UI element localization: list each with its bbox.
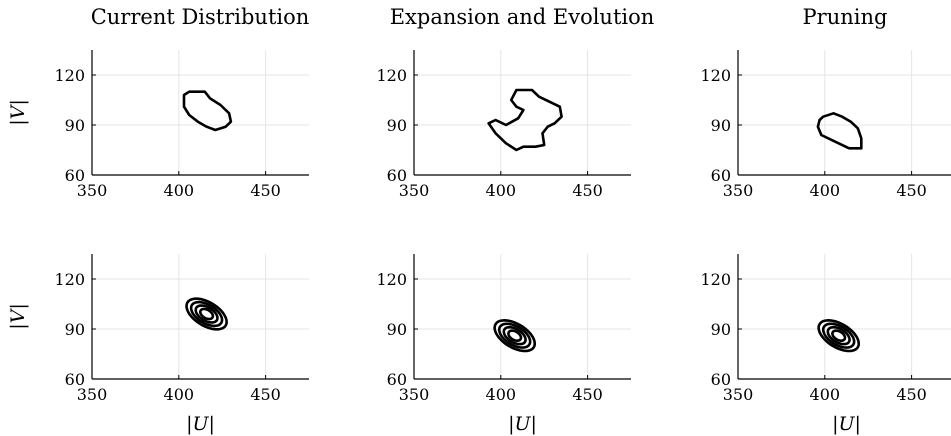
contour-line: [507, 329, 523, 342]
contour-line: [185, 297, 228, 331]
contour-line: [816, 112, 863, 150]
x-tick-label: 350: [77, 385, 108, 404]
x-tick-label: 350: [399, 181, 430, 200]
y-tick-label: 60: [65, 166, 85, 185]
x-tick-label: 400: [810, 385, 841, 404]
contour-line: [831, 329, 847, 342]
x-tick-label: 450: [572, 385, 603, 404]
column-title-2: Expansion and Evolution: [390, 5, 655, 29]
x-tick-label: 400: [164, 385, 195, 404]
y-tick-label: 90: [65, 320, 85, 339]
y-tick-label: 60: [387, 370, 407, 389]
y-tick-label: 120: [54, 270, 85, 289]
panel-row1-col3: 350 400 450 60 90 120: [700, 50, 951, 200]
contour-group: [493, 319, 536, 353]
column-title-1: Current Distribution: [91, 5, 310, 29]
y-axis-label: |V|: [7, 99, 29, 126]
y-tick-label: 60: [65, 370, 85, 389]
y-tick-label: 60: [711, 166, 731, 185]
column-title-3: Pruning: [803, 5, 888, 29]
y-tick-label: 90: [387, 320, 407, 339]
y-tick-label: 120: [54, 66, 85, 85]
contour-line: [817, 319, 860, 353]
y-tick-label: 120: [376, 270, 407, 289]
x-tick-label: 350: [723, 181, 754, 200]
y-tick-label: 120: [700, 270, 731, 289]
x-tick-label: 400: [486, 385, 517, 404]
y-tick-label: 60: [387, 166, 407, 185]
x-tick-label: 450: [896, 385, 927, 404]
y-tick-label: 120: [700, 66, 731, 85]
x-axis-label: |U|: [186, 413, 215, 435]
x-tick-label: 400: [810, 181, 841, 200]
contour-group: [816, 112, 863, 150]
y-tick-label: 120: [376, 66, 407, 85]
contour-line: [821, 322, 856, 349]
y-tick-label: 90: [711, 320, 731, 339]
panel-row1-col1: 350 400 450 60 90 120 |V|: [7, 50, 309, 200]
x-tick-label: 350: [399, 385, 430, 404]
y-tick-label: 90: [387, 116, 407, 135]
contour-line: [182, 90, 233, 132]
contour-line: [189, 300, 224, 328]
contour-line: [502, 325, 527, 346]
x-tick-label: 350: [723, 385, 754, 404]
contour-line: [199, 307, 215, 321]
y-tick-label: 60: [711, 370, 731, 389]
contour-line: [194, 304, 219, 324]
y-tick-label: 90: [65, 116, 85, 135]
x-tick-label: 350: [77, 181, 108, 200]
x-tick-label: 400: [486, 181, 517, 200]
panel-row2-col1: 350 400 450 60 90 120 |U| |V|: [7, 254, 309, 435]
contour-group: [817, 319, 860, 353]
contour-panels: 350 400 450 60 90 120 |V| 350 400 450 60 90 120 350 40…: [7, 50, 951, 435]
contour-group: [182, 90, 233, 132]
x-tick-label: 450: [250, 181, 281, 200]
x-axis-label: |U|: [508, 413, 537, 435]
y-tick-label: 90: [711, 116, 731, 135]
contour-line: [826, 325, 851, 346]
x-tick-label: 450: [250, 385, 281, 404]
panel-row1-col2: 350 400 450 60 90 120: [376, 50, 631, 200]
panel-row2-col2: 350 400 450 60 90 120 |U|: [376, 254, 631, 435]
x-axis-label: |U|: [832, 413, 861, 435]
contour-line: [497, 322, 532, 349]
y-axis-label: |V|: [7, 303, 29, 330]
contour-line: [487, 88, 563, 152]
x-tick-label: 450: [572, 181, 603, 200]
x-tick-label: 450: [896, 181, 927, 200]
contour-group: [487, 88, 563, 152]
contour-group: [185, 297, 228, 331]
panel-row2-col3: 350 400 450 60 90 120 |U|: [700, 254, 951, 435]
contour-line: [493, 319, 536, 353]
x-tick-label: 400: [164, 181, 195, 200]
